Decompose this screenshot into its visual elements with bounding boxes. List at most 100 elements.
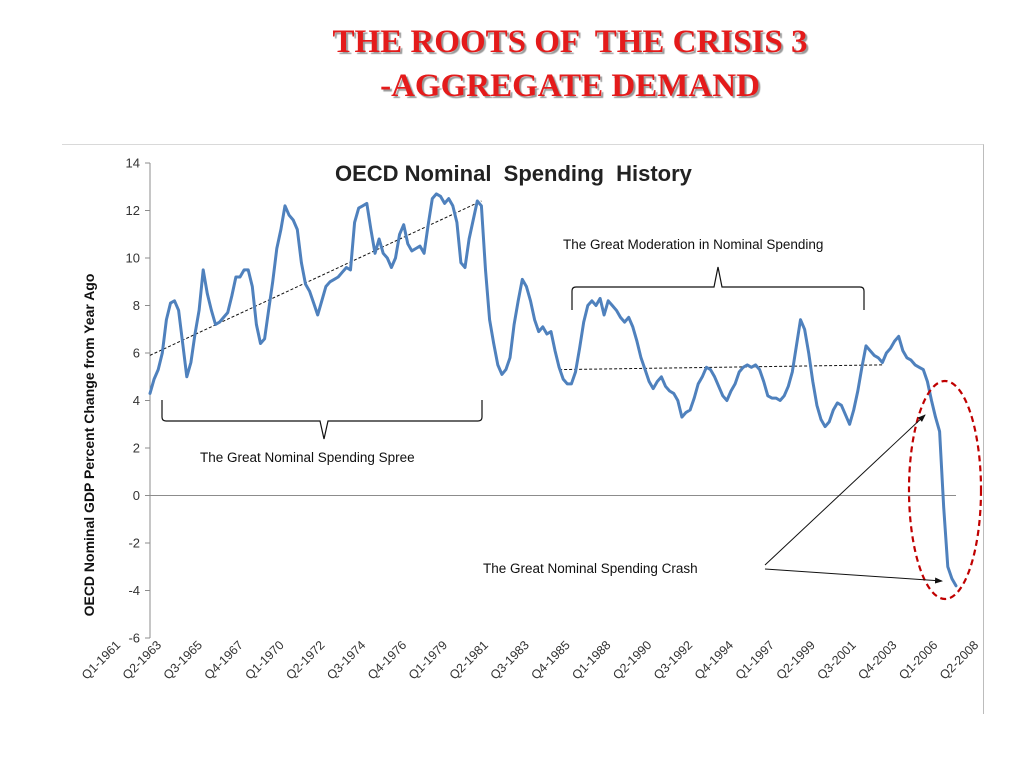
- data-point: [316, 314, 319, 316]
- data-point: [640, 357, 642, 359]
- data-point: [464, 266, 466, 269]
- data-point: [390, 266, 393, 269]
- data-point: [934, 416, 937, 418]
- data-point: [492, 342, 495, 345]
- data-point: [840, 404, 843, 407]
- data-point: [468, 238, 470, 240]
- data-point: [893, 340, 896, 342]
- y-tick-label: -4: [128, 583, 140, 598]
- data-point: [627, 316, 630, 319]
- data-point: [644, 368, 646, 371]
- data-point: [419, 245, 421, 247]
- data-point: [632, 326, 634, 328]
- data-point: [738, 371, 740, 373]
- data-point: [877, 357, 880, 359]
- annotations-group: OECD Nominal Spending History OECD Nomin…: [81, 161, 983, 616]
- data-point: [460, 261, 462, 264]
- data-point: [427, 223, 430, 226]
- y-tick-label: 2: [133, 441, 140, 456]
- data-point: [513, 323, 515, 326]
- data-point: [603, 314, 605, 316]
- data-point: [177, 309, 180, 312]
- data-point: [742, 366, 744, 369]
- data-point: [947, 566, 949, 568]
- data-point: [779, 399, 781, 402]
- data-point: [280, 228, 282, 231]
- y-tick-label: 0: [133, 488, 140, 503]
- data-point: [447, 197, 450, 200]
- data-point: [857, 390, 859, 392]
- data-point: [476, 200, 479, 202]
- data-point: [820, 418, 822, 421]
- data-point: [897, 335, 900, 338]
- data-point: [341, 271, 344, 273]
- data-point: [292, 219, 294, 221]
- chart-frame: 14 12 10 8 6 4 2 0 -2 -4 -6 Q1-1961 Q2-1963 Q3-1965 Q4…: [62, 144, 984, 714]
- data-point: [509, 357, 511, 359]
- data-point: [321, 300, 323, 302]
- data-point: [366, 202, 368, 205]
- x-tick-label: Q1-1970: [242, 638, 286, 682]
- data-point: [407, 243, 409, 245]
- data-point: [165, 318, 168, 321]
- data-point: [325, 285, 327, 288]
- data-point: [865, 345, 867, 347]
- line-chart: 14121086420-2-4-6Q1-1961Q2-1963Q3-1965Q4…: [79, 156, 983, 682]
- brace-great-moderation: [571, 266, 865, 310]
- data-point: [697, 383, 699, 385]
- data-point: [411, 250, 413, 252]
- data-point: [222, 316, 225, 319]
- data-point: [300, 261, 303, 264]
- x-tick-label: Q1-1961: [79, 638, 123, 682]
- data-point: [750, 366, 753, 369]
- data-point: [186, 376, 188, 378]
- data-point: [623, 321, 626, 323]
- x-tick-label: Q4-1976: [365, 638, 409, 682]
- x-tick-label: Q2-2008: [937, 638, 981, 682]
- data-point: [329, 281, 331, 283]
- data-point: [828, 421, 830, 423]
- data-point: [910, 359, 912, 361]
- data-point: [852, 409, 855, 411]
- data-point: [231, 295, 233, 297]
- data-point: [648, 380, 650, 383]
- data-point: [337, 276, 340, 278]
- data-point: [554, 349, 556, 352]
- data-point: [783, 395, 785, 397]
- data-point: [235, 276, 237, 278]
- data-point: [529, 300, 532, 302]
- annotation-spending-crash: The Great Nominal Spending Crash: [483, 561, 698, 576]
- data-point: [259, 342, 262, 345]
- data-point: [775, 397, 777, 399]
- trend-line-spree: [149, 200, 482, 356]
- y-tick-label: -6: [128, 631, 140, 646]
- annotation-great-moderation: The Great Moderation in Nominal Spending: [563, 237, 823, 252]
- data-point: [558, 366, 560, 369]
- data-point: [668, 390, 671, 392]
- data-point: [398, 233, 401, 236]
- data-point: [873, 354, 875, 357]
- data-point: [677, 399, 679, 402]
- data-point: [836, 402, 839, 404]
- data-point: [799, 318, 802, 321]
- data-point: [521, 278, 524, 281]
- data-point: [542, 326, 544, 328]
- x-tick-label: Q4-1985: [528, 638, 572, 682]
- crash-highlight-ellipse: [907, 379, 983, 601]
- data-point: [243, 269, 245, 271]
- data-point: [955, 585, 957, 587]
- x-tick-label: Q3-1965: [161, 638, 205, 682]
- data-point: [812, 380, 814, 383]
- data-point: [345, 266, 348, 269]
- data-point: [693, 397, 695, 399]
- trend-line-moderation: [559, 364, 883, 371]
- data-point: [472, 219, 475, 221]
- data-point: [525, 285, 528, 288]
- data-point: [767, 395, 769, 397]
- data-point: [218, 321, 221, 323]
- x-tick-label: Q4-2003: [855, 638, 899, 682]
- data-point: [386, 257, 389, 259]
- brace-spending-spree: [161, 400, 483, 440]
- data-point: [758, 368, 761, 371]
- data-point: [271, 281, 274, 283]
